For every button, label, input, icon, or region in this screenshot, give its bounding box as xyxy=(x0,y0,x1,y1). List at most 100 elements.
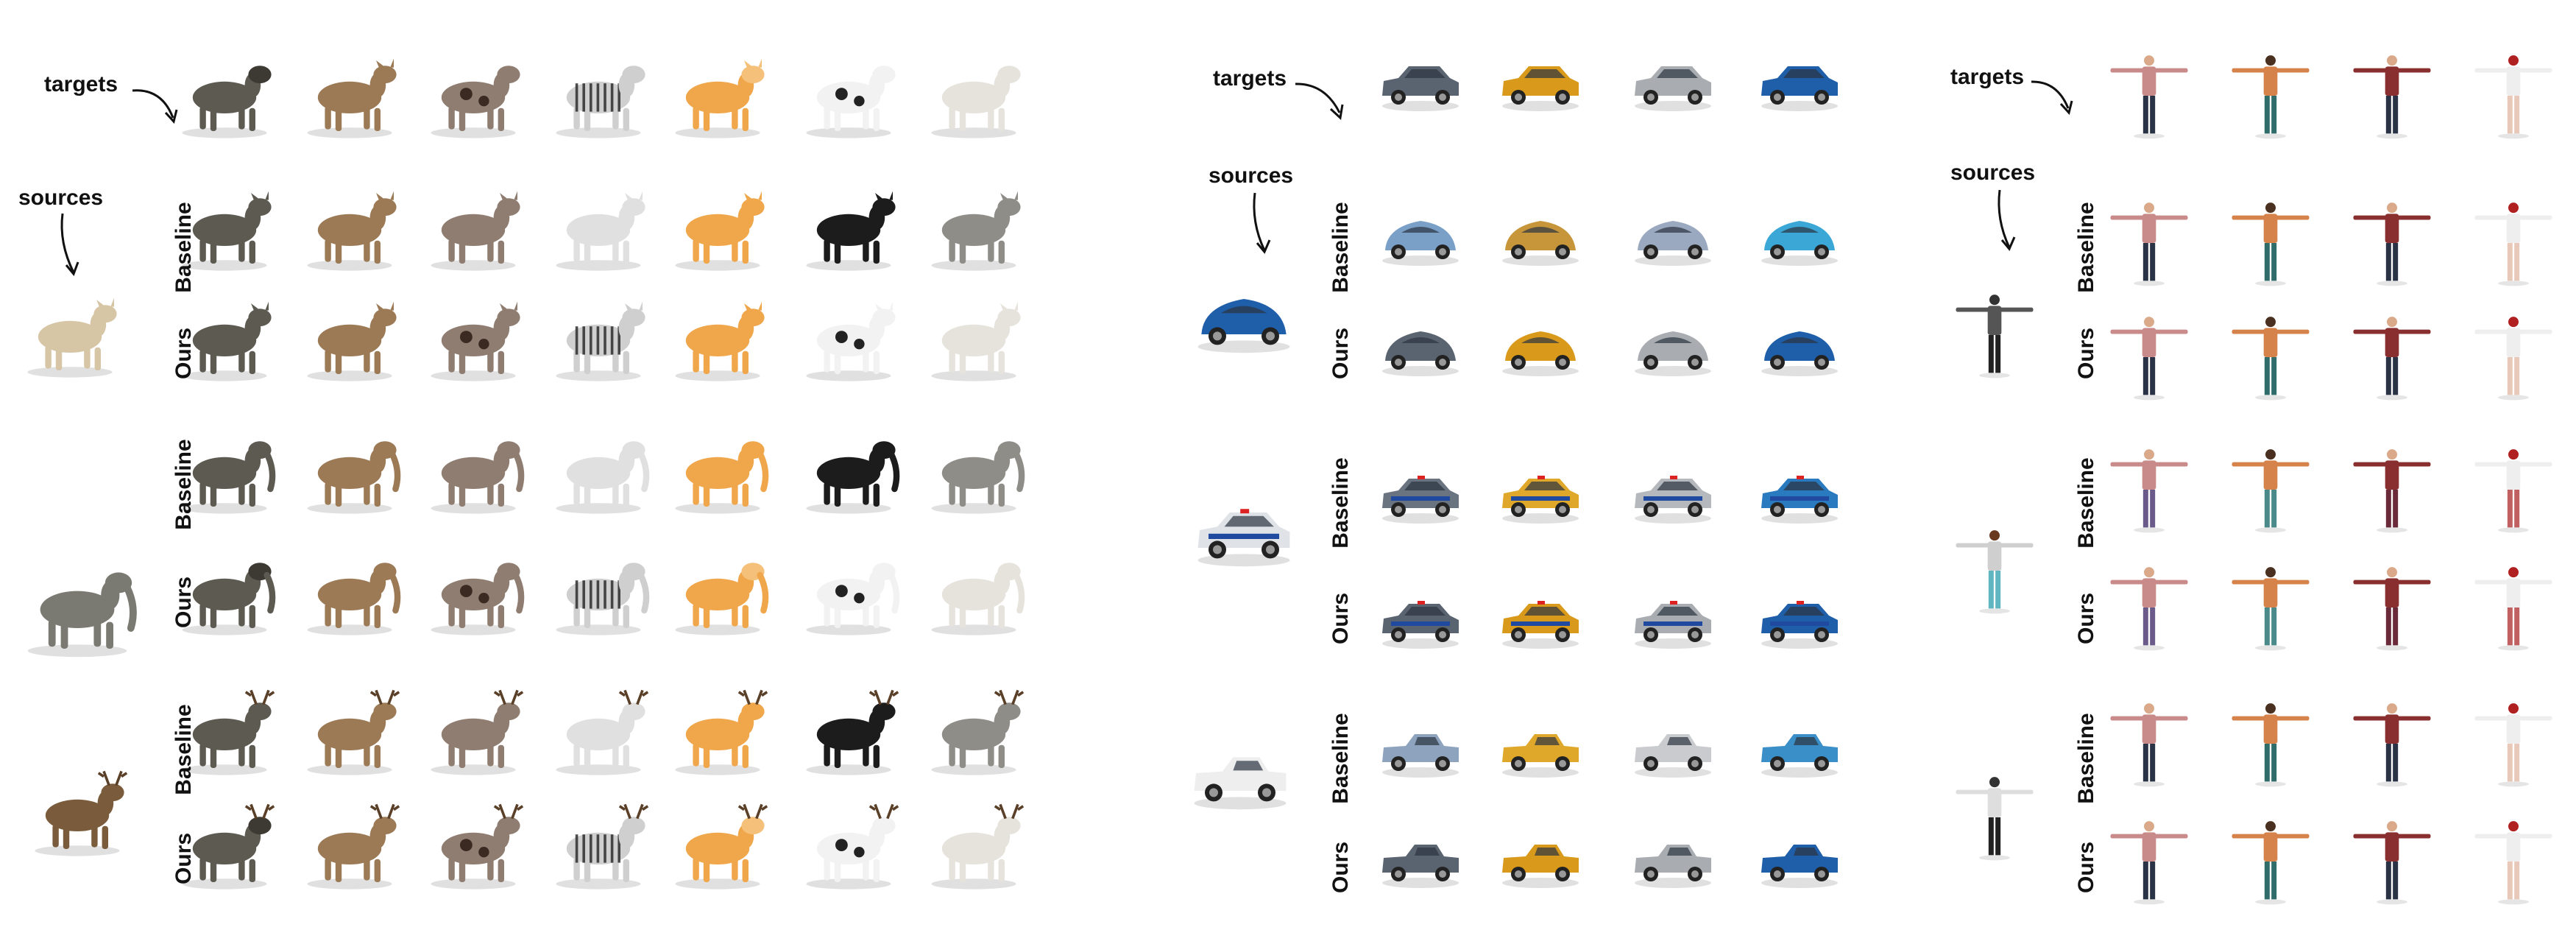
human-cell-r1-c3 xyxy=(2474,317,2552,401)
human-cell-r4-c1 xyxy=(2232,703,2310,787)
animal-cell-r3-c0 xyxy=(182,563,276,635)
human-cell-r3-c1 xyxy=(2232,567,2310,651)
row-label-human-ours-3: Ours xyxy=(2074,841,2098,894)
animal-cell-r2-c5 xyxy=(806,441,900,514)
target-animal-2 xyxy=(431,66,520,138)
target-animal-0 xyxy=(182,66,272,138)
car-cell-r0-c1 xyxy=(1502,221,1579,266)
sources-label-humans: sources xyxy=(1950,161,2036,185)
car-cell-r5-c2 xyxy=(1635,845,1711,888)
source-woman xyxy=(1956,530,2034,614)
source-dark-shirt-man xyxy=(1956,295,2034,378)
target-animal-5 xyxy=(806,66,896,138)
car-cell-r4-c1 xyxy=(1502,734,1579,778)
human-cell-r5-c3 xyxy=(2474,821,2552,905)
animal-cell-r1-c4 xyxy=(675,301,765,381)
car-cell-r3-c2 xyxy=(1635,601,1711,649)
animal-cell-r0-c6 xyxy=(931,191,1021,271)
animal-cell-r1-c0 xyxy=(182,301,272,381)
animal-cell-r3-c2 xyxy=(431,563,525,635)
animal-cell-r1-c5 xyxy=(806,301,896,381)
target-car-0 xyxy=(1382,66,1459,111)
animal-cell-r4-c4 xyxy=(675,689,768,775)
animal-cell-r5-c2 xyxy=(431,803,524,890)
target-animal-4 xyxy=(675,58,765,138)
animal-cell-r2-c6 xyxy=(931,441,1025,514)
animal-cell-r4-c1 xyxy=(307,689,400,775)
human-cell-r1-c0 xyxy=(2110,317,2188,401)
animal-cell-r5-c3 xyxy=(556,803,649,890)
car-cell-r4-c3 xyxy=(1761,734,1838,778)
human-cell-r0-c1 xyxy=(2232,202,2310,286)
human-cell-r4-c0 xyxy=(2110,703,2188,787)
human-cell-r4-c3 xyxy=(2474,703,2552,787)
row-label-human-ours-2: Ours xyxy=(2074,592,2098,645)
animal-cell-r4-c6 xyxy=(931,689,1025,775)
row-label-human-ours-1: Ours xyxy=(2074,327,2098,380)
animal-cell-r5-c5 xyxy=(806,803,899,890)
car-cell-r5-c0 xyxy=(1382,845,1459,888)
animal-cell-r3-c6 xyxy=(931,563,1025,635)
human-cell-r1-c1 xyxy=(2232,317,2310,401)
car-cell-r0-c0 xyxy=(1382,221,1459,266)
animal-cell-r5-c1 xyxy=(307,803,400,890)
sources-arrow-humans xyxy=(1998,189,2016,251)
target-car-1 xyxy=(1502,66,1579,111)
car-cell-r5-c1 xyxy=(1502,845,1579,888)
human-cell-r5-c1 xyxy=(2232,821,2310,905)
target-animal-6 xyxy=(931,66,1021,138)
row-label-car-ours-2: Ours xyxy=(1328,592,1353,645)
car-cell-r2-c0 xyxy=(1382,476,1459,524)
human-cell-r3-c0 xyxy=(2110,567,2188,651)
targets-label: targets xyxy=(44,72,118,96)
animal-cell-r0-c4 xyxy=(675,191,765,271)
car-cell-r0-c3 xyxy=(1761,221,1838,266)
human-cell-r1-c2 xyxy=(2353,317,2431,401)
car-cell-r3-c0 xyxy=(1382,601,1459,649)
car-cell-r5-c3 xyxy=(1761,845,1838,888)
human-cell-r2-c1 xyxy=(2232,449,2310,533)
animal-cell-r3-c4 xyxy=(675,563,769,635)
animal-cell-r5-c0 xyxy=(182,803,275,890)
car-cell-r1-c2 xyxy=(1635,331,1711,376)
animal-cell-r5-c6 xyxy=(931,803,1025,890)
animal-cell-r4-c0 xyxy=(182,689,275,775)
human-cell-r5-c2 xyxy=(2353,821,2431,905)
source-elephant xyxy=(27,572,137,658)
human-cell-r3-c3 xyxy=(2474,567,2552,651)
sources-arrow xyxy=(60,213,79,276)
animal-cell-r5-c4 xyxy=(675,803,768,890)
animal-cell-r0-c5 xyxy=(806,191,896,271)
car-cell-r4-c0 xyxy=(1382,734,1459,778)
target-car-3 xyxy=(1761,66,1838,111)
target-human-2 xyxy=(2353,55,2431,139)
animal-cell-r1-c1 xyxy=(307,301,397,381)
car-cell-r3-c3 xyxy=(1761,601,1838,649)
target-human-3 xyxy=(2474,55,2552,139)
human-cell-r2-c3 xyxy=(2474,449,2552,533)
animal-cell-r2-c3 xyxy=(556,441,650,514)
targets-label-humans: targets xyxy=(1950,65,2025,89)
car-cell-r2-c1 xyxy=(1502,476,1579,524)
source-deer xyxy=(35,770,128,856)
human-cell-r3-c2 xyxy=(2353,567,2431,651)
target-animal-1 xyxy=(307,58,397,138)
animal-cell-r2-c1 xyxy=(307,441,401,514)
animal-cell-r1-c6 xyxy=(931,301,1021,381)
human-cell-r5-c0 xyxy=(2110,821,2188,905)
row-label-car-ours-3: Ours xyxy=(1328,841,1353,894)
animal-cell-r2-c2 xyxy=(431,441,525,514)
animal-cell-r1-c2 xyxy=(431,301,520,381)
animal-cell-r0-c1 xyxy=(307,191,397,271)
sources-label: sources xyxy=(18,186,104,210)
car-cell-r2-c2 xyxy=(1635,476,1711,524)
animal-cell-r3-c1 xyxy=(307,563,401,635)
source-dog xyxy=(27,297,117,378)
human-cell-r2-c0 xyxy=(2110,449,2188,533)
animal-cell-r3-c3 xyxy=(556,563,650,635)
sources-arrow-cars xyxy=(1253,192,1271,254)
car-cell-r1-c3 xyxy=(1761,331,1838,376)
animal-cell-r4-c5 xyxy=(806,689,899,775)
animal-cell-r4-c3 xyxy=(556,689,649,775)
target-human-1 xyxy=(2232,55,2310,139)
